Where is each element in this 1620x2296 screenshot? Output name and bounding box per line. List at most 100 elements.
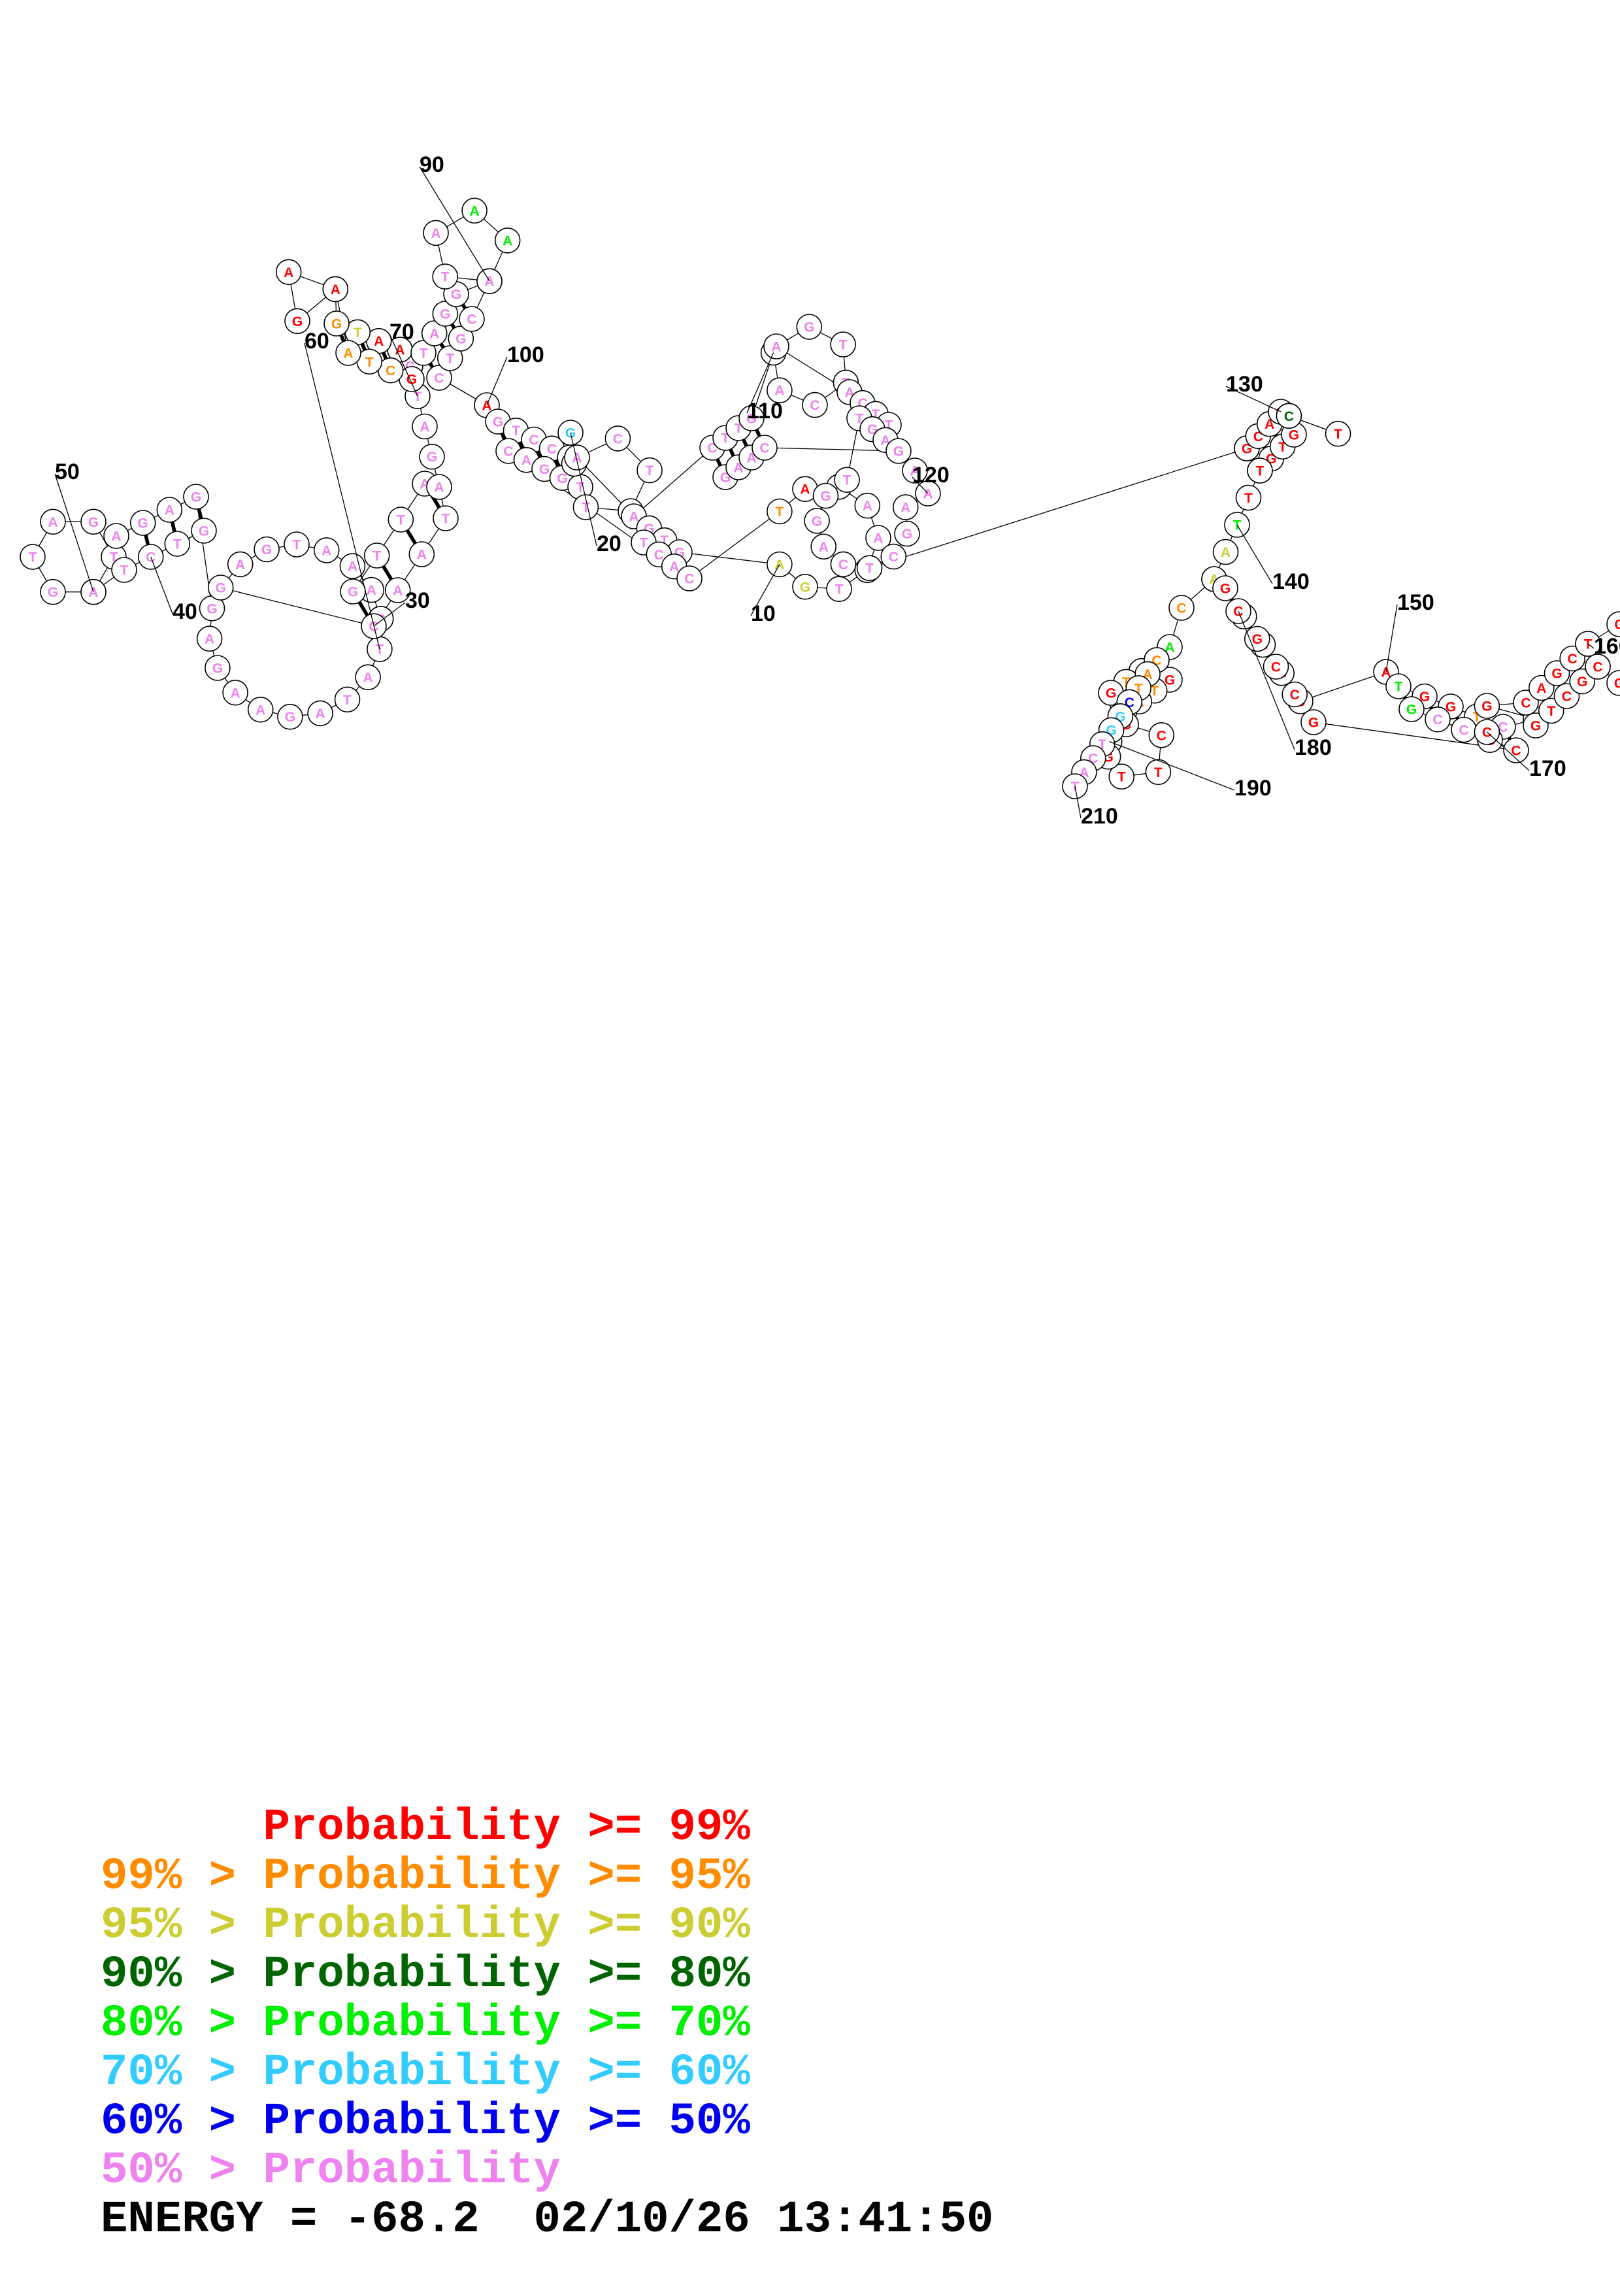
svg-text:G: G <box>207 601 217 616</box>
svg-text:C: C <box>810 398 819 413</box>
svg-text:70: 70 <box>389 320 414 344</box>
svg-text:G: G <box>493 415 503 430</box>
svg-text:G: G <box>804 320 814 335</box>
svg-text:A: A <box>484 275 494 290</box>
svg-text:G: G <box>216 581 226 596</box>
svg-text:G: G <box>348 585 358 600</box>
svg-text:C: C <box>1562 690 1572 705</box>
svg-text:A: A <box>316 707 325 722</box>
svg-text:A: A <box>205 632 214 647</box>
svg-text:60% > Probability >= 50%: 60% > Probability >= 50% <box>101 2096 750 2147</box>
svg-text:C: C <box>889 550 899 565</box>
svg-text:T: T <box>1256 464 1265 479</box>
svg-text:A: A <box>669 559 679 574</box>
svg-text:A: A <box>863 499 872 514</box>
svg-text:C: C <box>547 442 557 457</box>
svg-text:A: A <box>284 265 293 280</box>
svg-text:C: C <box>1614 618 1620 633</box>
svg-text:C: C <box>1521 696 1530 711</box>
svg-text:A: A <box>521 453 531 468</box>
svg-text:A: A <box>923 487 933 502</box>
svg-text:C: C <box>529 433 538 448</box>
svg-text:T: T <box>441 270 450 285</box>
svg-text:C: C <box>503 444 513 459</box>
svg-text:A: A <box>771 340 781 355</box>
svg-text:C: C <box>1271 660 1281 675</box>
svg-text:C: C <box>684 572 694 587</box>
svg-text:90% > Probability >= 80%: 90% > Probability >= 80% <box>101 1949 750 2000</box>
svg-text:80% > Probability >= 70%: 80% > Probability >= 70% <box>101 1998 750 2049</box>
svg-text:G: G <box>1289 428 1299 443</box>
svg-text:C: C <box>1511 744 1521 759</box>
svg-text:T: T <box>293 538 301 553</box>
svg-text:A: A <box>470 204 480 219</box>
svg-text:G: G <box>1614 676 1620 691</box>
svg-text:A: A <box>322 543 331 558</box>
svg-text:T: T <box>865 561 874 576</box>
svg-text:A: A <box>431 226 440 241</box>
svg-text:A: A <box>873 531 883 546</box>
svg-text:T: T <box>1117 770 1126 785</box>
svg-text:T: T <box>775 505 784 520</box>
svg-text:G: G <box>48 585 58 600</box>
svg-text:G: G <box>199 524 209 539</box>
svg-text:A: A <box>231 686 240 701</box>
svg-text:T: T <box>397 513 405 528</box>
svg-text:T: T <box>446 352 454 367</box>
svg-text:A: A <box>48 515 58 530</box>
svg-text:G: G <box>1106 686 1116 701</box>
svg-text:210: 210 <box>1081 804 1118 829</box>
svg-text:C: C <box>1157 728 1166 743</box>
svg-text:T: T <box>354 325 362 341</box>
svg-text:C: C <box>1290 688 1300 703</box>
svg-text:G: G <box>1481 699 1492 714</box>
svg-text:C: C <box>434 371 444 386</box>
svg-text:G: G <box>1220 582 1231 597</box>
svg-text:G: G <box>539 462 550 477</box>
svg-text:A: A <box>629 510 638 525</box>
svg-text:A: A <box>111 529 121 544</box>
svg-text:A: A <box>429 327 439 342</box>
svg-text:A: A <box>331 282 340 297</box>
svg-text:A: A <box>165 503 174 518</box>
svg-text:G: G <box>212 661 223 676</box>
svg-text:T: T <box>1244 491 1253 506</box>
svg-text:T: T <box>442 512 450 527</box>
svg-text:60: 60 <box>305 329 329 354</box>
svg-text:G: G <box>1530 719 1541 734</box>
svg-text:ENERGY = -68.2 02/10/26 13:41: ENERGY = -68.2 02/10/26 13:41:50 <box>101 2194 993 2245</box>
svg-text:G: G <box>1252 632 1263 647</box>
svg-text:50% > Probability: 50% > Probability <box>101 2145 561 2196</box>
svg-text:110: 110 <box>747 399 783 424</box>
svg-text:C: C <box>1568 652 1578 667</box>
svg-text:180: 180 <box>1295 735 1332 760</box>
svg-text:C: C <box>1459 723 1468 738</box>
svg-text:T: T <box>835 582 844 597</box>
svg-text:100: 100 <box>507 342 544 367</box>
svg-text:T: T <box>1395 680 1403 695</box>
svg-text:G: G <box>285 710 295 725</box>
svg-text:A: A <box>367 583 376 598</box>
svg-text:T: T <box>372 549 381 564</box>
svg-text:T: T <box>1547 704 1555 719</box>
svg-text:40: 40 <box>173 599 197 624</box>
svg-text:A: A <box>572 451 582 466</box>
svg-text:50: 50 <box>55 459 80 484</box>
svg-text:T: T <box>1154 765 1163 780</box>
svg-text:C: C <box>467 312 476 327</box>
svg-text:T: T <box>1334 427 1342 442</box>
svg-text:130: 130 <box>1226 372 1263 397</box>
svg-text:10: 10 <box>751 601 776 626</box>
svg-text:C: C <box>759 441 769 456</box>
svg-text:A: A <box>503 233 512 248</box>
svg-text:T: T <box>173 537 182 552</box>
svg-text:T: T <box>640 536 648 551</box>
svg-text:A: A <box>348 559 357 574</box>
svg-text:G: G <box>451 288 461 303</box>
svg-text:95% > Probability >= 90%: 95% > Probability >= 90% <box>101 1900 750 1951</box>
svg-text:G: G <box>820 489 831 504</box>
svg-text:T: T <box>120 563 129 578</box>
svg-text:T: T <box>29 550 37 565</box>
svg-text:A: A <box>417 548 427 563</box>
svg-text:G: G <box>902 527 912 542</box>
